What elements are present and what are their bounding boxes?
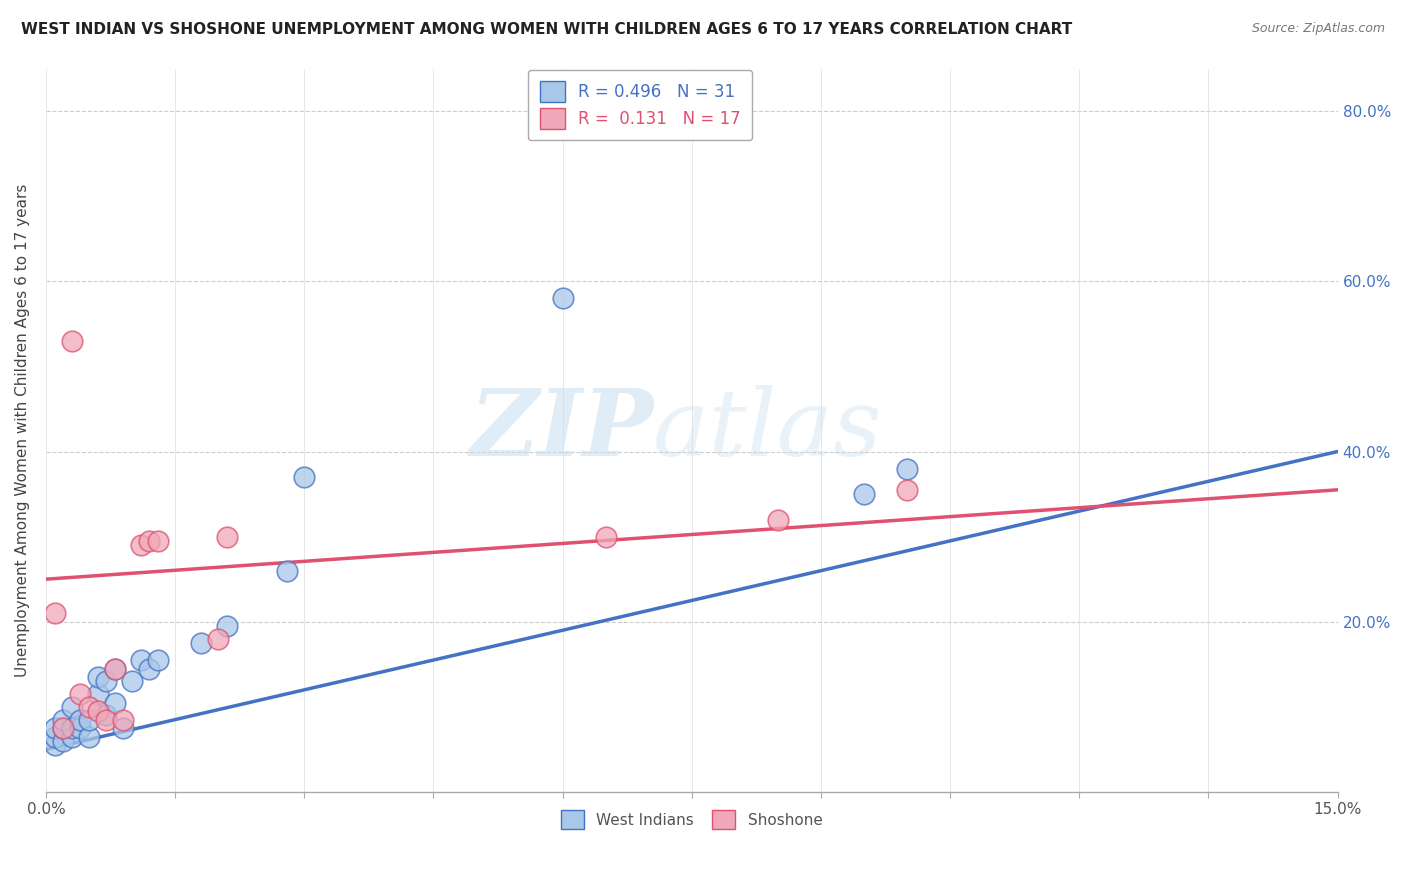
Point [121, 674, 143, 689]
Point [146, 533, 169, 548]
Text: ZIP: ZIP [468, 385, 652, 475]
Point [44, 730, 66, 744]
Legend: West Indians, Shoshone: West Indians, Shoshone [555, 804, 828, 835]
Point [52, 721, 75, 735]
Point [77, 730, 100, 744]
Text: atlas: atlas [652, 385, 883, 475]
Point [292, 470, 315, 484]
Point [896, 461, 918, 475]
Point [104, 661, 127, 675]
Point [215, 530, 238, 544]
Point [190, 636, 212, 650]
Point [77, 713, 100, 727]
Point [52, 734, 75, 748]
Point [69, 687, 91, 701]
Point [104, 696, 127, 710]
Point [60, 730, 83, 744]
Point [96, 708, 118, 723]
Text: Source: ZipAtlas.com: Source: ZipAtlas.com [1251, 22, 1385, 36]
Y-axis label: Unemployment Among Women with Children Ages 6 to 17 years: Unemployment Among Women with Children A… [15, 184, 30, 677]
Point [69, 721, 91, 735]
Point [96, 674, 118, 689]
Point [129, 538, 152, 552]
Point [207, 632, 229, 646]
Point [69, 713, 91, 727]
Point [112, 721, 135, 735]
Point [766, 513, 789, 527]
Point [86, 704, 108, 718]
Point [60, 334, 83, 348]
Point [44, 721, 66, 735]
Point [60, 721, 83, 735]
Text: WEST INDIAN VS SHOSHONE UNEMPLOYMENT AMONG WOMEN WITH CHILDREN AGES 6 TO 17 YEAR: WEST INDIAN VS SHOSHONE UNEMPLOYMENT AMO… [21, 22, 1073, 37]
Point [146, 653, 169, 667]
Point [52, 713, 75, 727]
Point [138, 533, 160, 548]
Point [60, 699, 83, 714]
Point [129, 653, 152, 667]
Point [853, 487, 876, 501]
Point [52, 721, 75, 735]
Point [104, 661, 127, 675]
Point [112, 713, 135, 727]
Point [86, 687, 108, 701]
Point [896, 483, 918, 497]
Point [86, 670, 108, 684]
Point [44, 738, 66, 752]
Point [44, 606, 66, 620]
Point [276, 564, 298, 578]
Point [551, 291, 574, 305]
Point [96, 713, 118, 727]
Point [215, 619, 238, 633]
Point [595, 530, 617, 544]
Point [77, 699, 100, 714]
Point [138, 661, 160, 675]
